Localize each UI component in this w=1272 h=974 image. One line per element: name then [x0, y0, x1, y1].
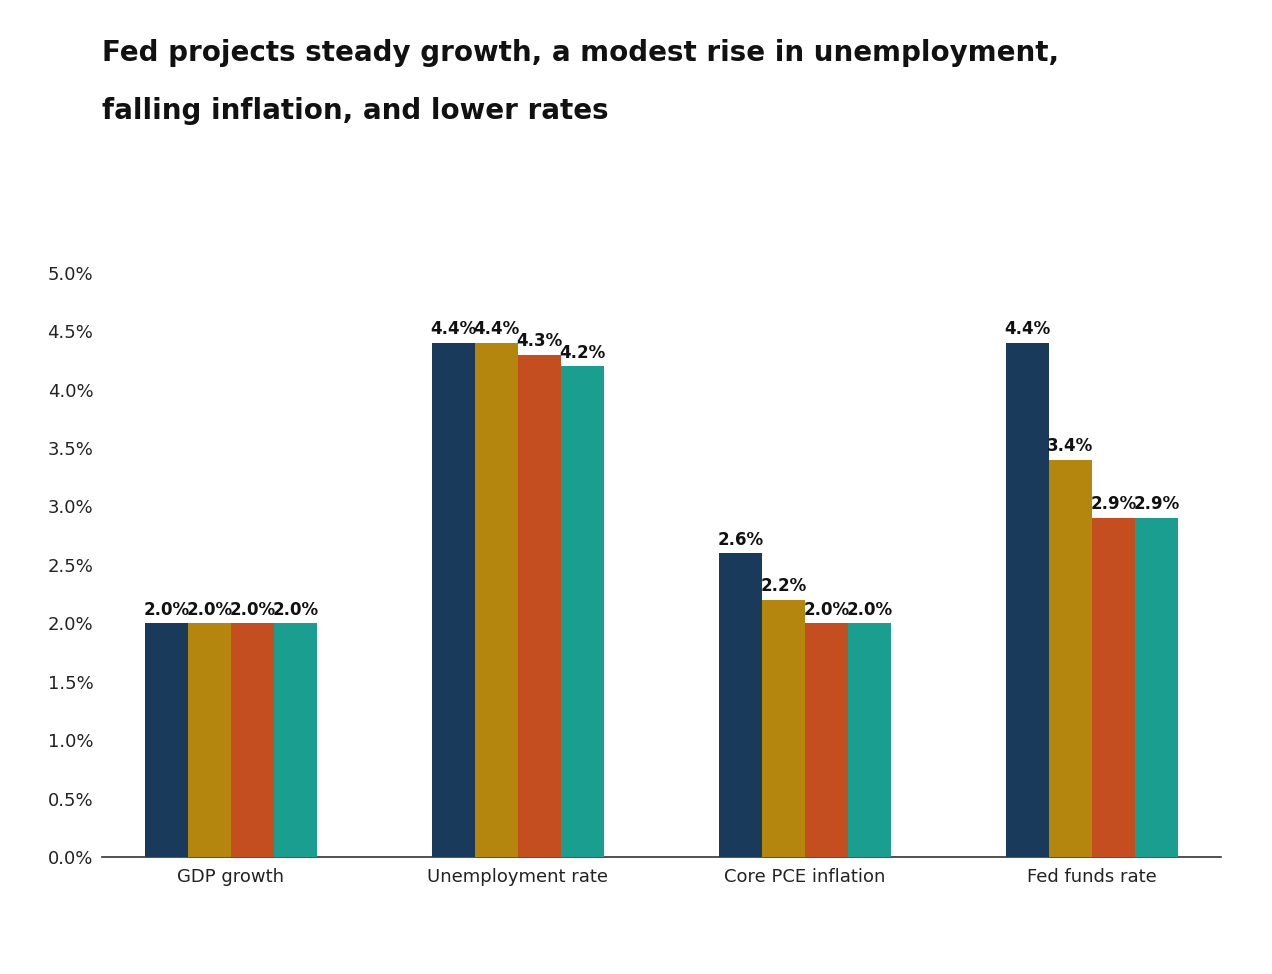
Text: 2.9%: 2.9%	[1090, 496, 1137, 513]
Bar	[1135, 518, 1178, 857]
Bar	[273, 623, 317, 857]
Text: 2.2%: 2.2%	[761, 578, 806, 595]
Bar	[848, 623, 892, 857]
Bar	[474, 343, 518, 857]
Bar	[805, 623, 848, 857]
Text: 2.0%: 2.0%	[229, 601, 276, 618]
Bar	[232, 623, 273, 857]
Text: 4.3%: 4.3%	[516, 332, 562, 350]
Text: 3.4%: 3.4%	[1047, 437, 1094, 455]
Text: 4.4%: 4.4%	[473, 320, 519, 338]
Legend: 2024, 2025, 2026, 2027: 2024, 2025, 2026, 2027	[466, 971, 857, 974]
Bar	[1006, 343, 1049, 857]
Text: Fed projects steady growth, a modest rise in unemployment,: Fed projects steady growth, a modest ris…	[102, 39, 1058, 67]
Bar	[719, 553, 762, 857]
Text: falling inflation, and lower rates: falling inflation, and lower rates	[102, 97, 608, 126]
Text: 2.6%: 2.6%	[717, 531, 763, 548]
Text: 2.0%: 2.0%	[186, 601, 233, 618]
Text: 2.0%: 2.0%	[846, 601, 893, 618]
Text: 2.0%: 2.0%	[272, 601, 318, 618]
Bar	[431, 343, 474, 857]
Text: 4.2%: 4.2%	[560, 344, 605, 361]
Text: 2.9%: 2.9%	[1133, 496, 1179, 513]
Bar	[1049, 460, 1091, 857]
Bar	[518, 355, 561, 857]
Text: 2.0%: 2.0%	[144, 601, 190, 618]
Bar	[188, 623, 232, 857]
Bar	[145, 623, 188, 857]
Text: 4.4%: 4.4%	[1005, 320, 1051, 338]
Bar	[561, 366, 604, 857]
Bar	[762, 600, 805, 857]
Text: 4.4%: 4.4%	[430, 320, 477, 338]
Bar	[1091, 518, 1135, 857]
Text: 2.0%: 2.0%	[804, 601, 850, 618]
